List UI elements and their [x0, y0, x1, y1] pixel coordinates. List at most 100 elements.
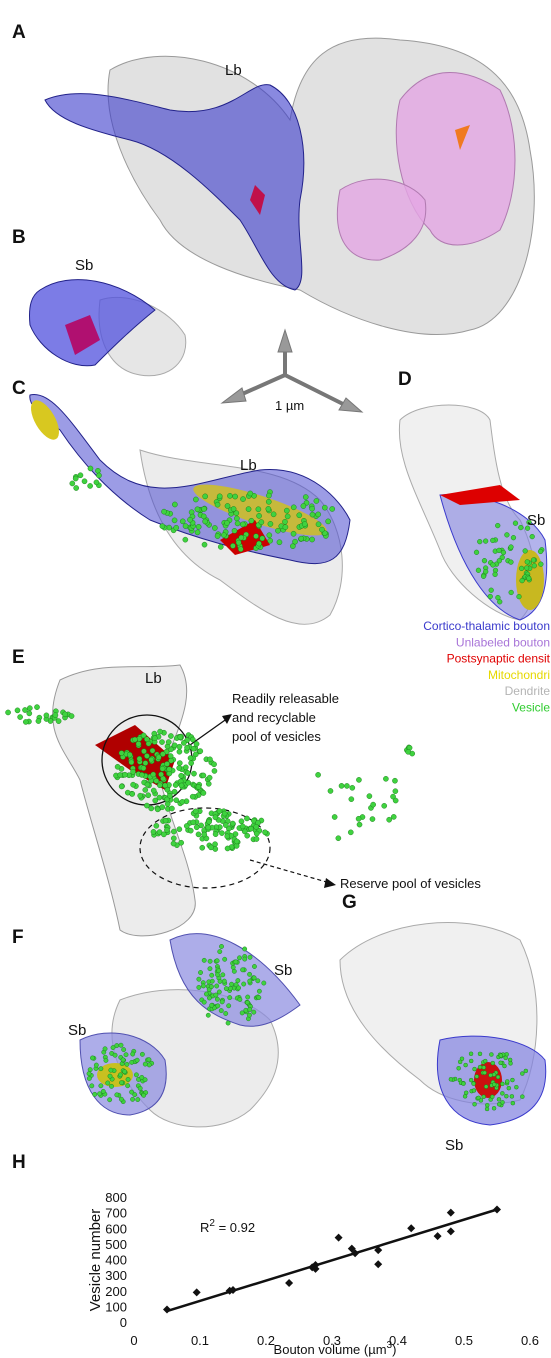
vesicle: [122, 772, 127, 777]
vesicle: [497, 558, 502, 563]
vesicle: [212, 768, 217, 773]
vesicle: [193, 497, 198, 502]
vesicle: [82, 479, 87, 484]
vesicle: [119, 750, 124, 755]
vesicle: [155, 807, 160, 812]
vesicle: [319, 527, 324, 532]
vesicle: [510, 1078, 514, 1082]
y-tick-label: 300: [105, 1268, 127, 1283]
vesicle: [228, 995, 232, 999]
vesicle: [253, 534, 258, 539]
vesicle: [461, 1082, 465, 1086]
vesicle: [194, 825, 199, 830]
vesicle: [218, 544, 223, 549]
vesicle: [130, 1060, 134, 1064]
vesicle: [201, 790, 206, 795]
vesicle: [202, 832, 207, 837]
vesicle: [164, 827, 169, 832]
vesicle: [231, 506, 236, 511]
vesicle: [245, 995, 249, 999]
y-axis-label: Vesicle number: [87, 1209, 104, 1312]
vesicle: [236, 986, 240, 990]
vesicle: [94, 1063, 98, 1067]
data-point: [374, 1260, 382, 1268]
vesicle: [163, 818, 168, 823]
vesicle: [145, 782, 150, 787]
vesicle: [504, 1094, 508, 1098]
vesicle: [168, 753, 173, 758]
vesicle: [159, 739, 164, 744]
vesicle: [259, 520, 264, 525]
vesicle: [139, 772, 144, 777]
vesicle: [371, 802, 376, 807]
region-label: Lb: [225, 62, 242, 79]
vesicle: [138, 1086, 142, 1090]
vesicle: [119, 784, 124, 789]
vesicle: [489, 588, 494, 593]
vesicle: [330, 506, 335, 511]
vesicle: [135, 1058, 139, 1062]
vesicle: [240, 968, 244, 972]
vesicle: [231, 965, 235, 969]
vesicle: [508, 1058, 512, 1062]
vesicle: [157, 729, 162, 734]
vesicle: [183, 523, 188, 528]
vesicle: [221, 532, 226, 537]
vesicle: [90, 1056, 94, 1060]
vesicle: [189, 760, 194, 765]
vesicle: [124, 1052, 128, 1056]
rrp-label: pool of vesicles: [232, 729, 321, 744]
vesicle: [210, 979, 214, 983]
vesicle: [140, 1075, 144, 1079]
vesicle: [136, 741, 141, 746]
data-point: [163, 1306, 171, 1314]
vesicle: [179, 783, 184, 788]
vesicle: [198, 970, 202, 974]
vesicle: [538, 562, 543, 567]
vesicle: [495, 523, 500, 528]
vesicle: [200, 845, 205, 850]
vesicle: [206, 825, 211, 830]
r2-part: R: [200, 1220, 209, 1235]
vesicle: [202, 1000, 206, 1004]
vesicle: [115, 1093, 119, 1097]
vesicle: [140, 1052, 144, 1056]
vesicle: [151, 829, 156, 834]
vesicle: [303, 494, 308, 499]
vesicle: [207, 775, 212, 780]
vesicle: [203, 494, 208, 499]
vesicle: [215, 997, 219, 1001]
vesicle: [271, 512, 276, 517]
vesicle: [196, 784, 201, 789]
vesicle: [284, 508, 289, 513]
vesicle: [344, 783, 349, 788]
vesicle: [15, 708, 20, 713]
vesicle: [449, 1077, 453, 1081]
vesicle: [225, 834, 230, 839]
vesicle: [349, 797, 354, 802]
vesicle: [119, 1097, 123, 1101]
vesicle: [248, 491, 253, 496]
vesicle: [485, 1107, 489, 1111]
vesicle: [387, 817, 392, 822]
y-tick-label: 0: [120, 1315, 127, 1330]
vesicle: [215, 959, 219, 963]
vesicle: [257, 995, 261, 999]
vesicle: [316, 522, 321, 527]
vesicle: [301, 503, 306, 508]
vesicle: [472, 1089, 476, 1093]
r2-part: = 0.92: [215, 1220, 255, 1235]
y-tick-label: 400: [105, 1253, 127, 1268]
vesicle: [36, 718, 41, 723]
reserve-label: Reserve pool of vesicles: [340, 876, 481, 891]
region-label: Sb: [68, 1022, 86, 1039]
vesicle: [464, 1091, 468, 1095]
x-tick-label: 0.1: [191, 1333, 209, 1348]
vesicle: [492, 1106, 496, 1110]
vesicle: [121, 1058, 125, 1062]
vesicle: [483, 1059, 487, 1063]
vesicle: [254, 836, 259, 841]
vesicle: [482, 1065, 486, 1069]
vesicle: [179, 773, 184, 778]
vesicle: [179, 840, 184, 845]
